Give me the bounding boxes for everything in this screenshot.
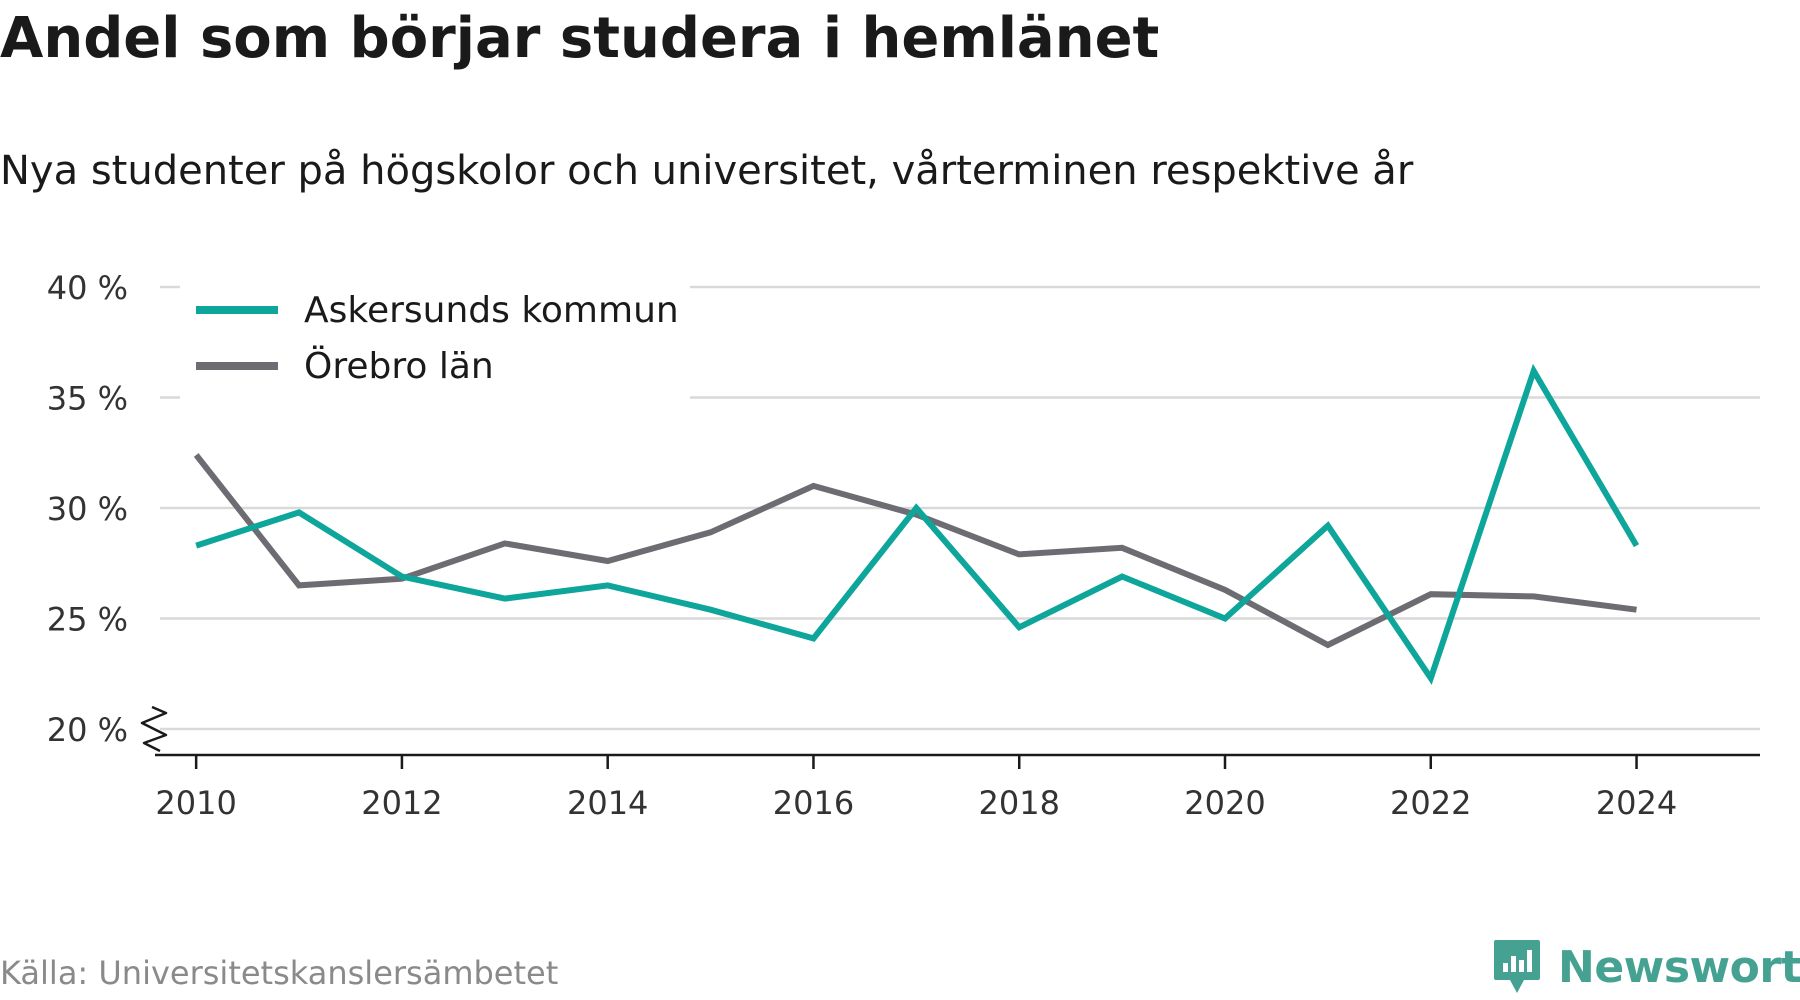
data-point [1428,591,1434,597]
data-point [1016,551,1022,557]
data-point [913,505,919,511]
y-tick-label: 40 % [47,269,128,307]
legend-box [180,285,690,403]
y-tick-label: 20 % [47,711,128,749]
x-tick-label: 2018 [979,784,1060,822]
data-point [1531,368,1537,374]
data-point [1531,593,1537,599]
data-point [296,582,302,588]
chart-subtitle: Nya studenter på högskolor och universit… [0,148,1414,194]
legend-label: Örebro län [304,345,494,387]
chart-title: Andel som börjar studera i hemlänet [0,6,1160,71]
data-point [1016,624,1022,630]
data-point [1222,616,1228,622]
y-tick-label: 35 % [47,380,128,418]
x-tick-label: 2020 [1184,784,1265,822]
bar-chart-icon [1494,940,1540,993]
data-point [399,576,405,582]
data-point [1634,607,1640,613]
data-point [708,529,714,535]
x-tick-label: 2024 [1596,784,1677,822]
data-point [1119,574,1125,580]
data-point [1119,545,1125,551]
data-point [1634,543,1640,549]
data-point [810,635,816,641]
series-line [193,453,1637,649]
brand-name: Newsworthy [1558,941,1800,993]
x-tick-label: 2010 [155,784,236,822]
legend-label: Askersunds kommun [304,290,679,331]
source-note: Källa: Universitetskanslersämbetet [0,954,559,992]
y-tick-label: 30 % [47,490,128,528]
data-point [708,607,714,613]
data-point [605,558,611,564]
y-tick-label: 25 % [47,601,128,639]
x-tick-label: 2016 [773,784,854,822]
data-point [913,512,919,518]
series-line [195,363,1640,685]
data-point [1325,523,1331,529]
axis-break-icon [140,705,168,753]
data-point [1428,675,1434,681]
data-point [605,582,611,588]
data-point [1222,587,1228,593]
x-tick-label: 2022 [1390,784,1471,822]
data-point [1325,642,1331,648]
data-point [502,540,508,546]
brand-logo: Newsworthy [1492,938,1800,996]
data-point [193,452,199,458]
data-point [193,543,199,549]
x-tick-label: 2014 [567,784,648,822]
x-tick-label: 2012 [361,784,442,822]
data-point [810,483,816,489]
data-point [296,509,302,515]
data-point [502,596,508,602]
